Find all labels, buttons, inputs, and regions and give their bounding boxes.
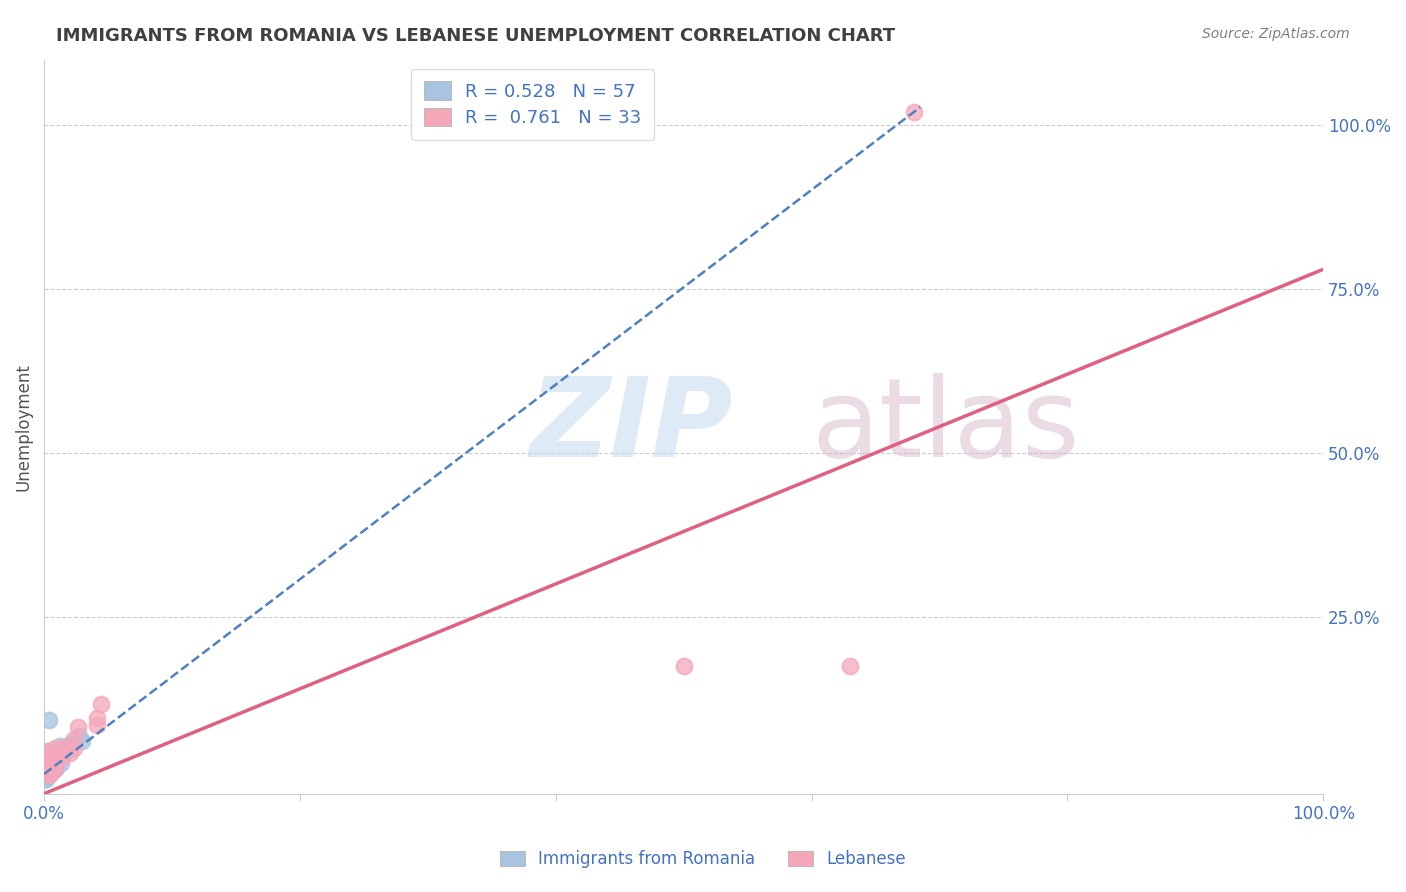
- Text: ZIP: ZIP: [530, 373, 734, 480]
- Point: [44, 746, 66, 760]
- Point: [66, 720, 89, 734]
- Point: [38, 760, 60, 774]
- Point: [37, 762, 59, 776]
- Point: [39, 756, 62, 771]
- Point: [38, 762, 60, 776]
- Point: [39, 766, 62, 780]
- Point: [35, 764, 58, 778]
- Point: [59, 738, 82, 752]
- Point: [34, 770, 56, 784]
- Point: [34, 756, 56, 770]
- Point: [51, 746, 73, 760]
- Point: [35, 744, 58, 758]
- Y-axis label: Unemployment: Unemployment: [15, 363, 32, 491]
- Point: [44, 748, 66, 763]
- Point: [39, 757, 62, 772]
- Point: [38, 755, 60, 769]
- Point: [44, 745, 66, 759]
- Point: [62, 732, 84, 747]
- Point: [53, 746, 76, 760]
- Point: [45, 750, 67, 764]
- Point: [44, 741, 66, 756]
- Point: [70, 734, 93, 748]
- Point: [49, 756, 72, 771]
- Point: [45, 753, 67, 767]
- Point: [53, 740, 76, 755]
- Legend: Immigrants from Romania, Lebanese: Immigrants from Romania, Lebanese: [494, 844, 912, 875]
- Point: [39, 758, 62, 772]
- Point: [672, 658, 695, 673]
- Point: [38, 768, 60, 782]
- Text: IMMIGRANTS FROM ROMANIA VS LEBANESE UNEMPLOYMENT CORRELATION CHART: IMMIGRANTS FROM ROMANIA VS LEBANESE UNEM…: [56, 27, 896, 45]
- Text: atlas: atlas: [811, 373, 1080, 480]
- Point: [37, 764, 59, 779]
- Point: [35, 772, 58, 786]
- Point: [42, 761, 65, 775]
- Point: [86, 718, 108, 732]
- Point: [35, 757, 58, 772]
- Point: [38, 762, 60, 776]
- Point: [39, 755, 62, 769]
- Point: [38, 754, 60, 768]
- Point: [39, 761, 62, 775]
- Point: [38, 765, 60, 780]
- Point: [37, 751, 59, 765]
- Point: [42, 760, 65, 774]
- Point: [86, 711, 108, 725]
- Point: [35, 756, 58, 770]
- Point: [38, 765, 60, 780]
- Point: [34, 764, 56, 778]
- Point: [39, 763, 62, 777]
- Point: [44, 754, 66, 768]
- Point: [38, 713, 60, 727]
- Point: [44, 752, 66, 766]
- Point: [38, 758, 60, 772]
- Point: [45, 752, 67, 766]
- Point: [903, 105, 925, 120]
- Point: [44, 749, 66, 764]
- Point: [37, 769, 59, 783]
- Point: [45, 750, 67, 764]
- Point: [41, 746, 63, 760]
- Text: Source: ZipAtlas.com: Source: ZipAtlas.com: [1202, 27, 1350, 41]
- Point: [39, 767, 62, 781]
- Point: [59, 747, 82, 761]
- Point: [38, 764, 60, 778]
- Point: [45, 760, 67, 774]
- Point: [41, 762, 63, 776]
- Point: [49, 739, 72, 753]
- Point: [38, 750, 60, 764]
- Point: [838, 658, 860, 673]
- Point: [35, 745, 58, 759]
- Point: [37, 748, 59, 763]
- Point: [39, 756, 62, 770]
- Point: [90, 698, 112, 712]
- Point: [49, 750, 72, 764]
- Point: [44, 755, 66, 769]
- Point: [37, 767, 59, 781]
- Point: [35, 758, 58, 772]
- Point: [35, 770, 58, 784]
- Point: [63, 740, 86, 755]
- Point: [37, 765, 59, 780]
- Point: [41, 752, 63, 766]
- Point: [34, 760, 56, 774]
- Point: [42, 760, 65, 774]
- Point: [39, 766, 62, 780]
- Legend: R = 0.528   N = 57, R =  0.761   N = 33: R = 0.528 N = 57, R = 0.761 N = 33: [412, 69, 654, 140]
- Point: [34, 758, 56, 772]
- Point: [69, 729, 91, 743]
- Point: [34, 772, 56, 786]
- Point: [42, 764, 65, 778]
- Point: [42, 764, 65, 778]
- Point: [34, 772, 56, 786]
- Point: [39, 762, 62, 776]
- Point: [37, 759, 59, 773]
- Point: [41, 761, 63, 775]
- Point: [38, 747, 60, 761]
- Point: [37, 765, 59, 780]
- Point: [37, 766, 59, 780]
